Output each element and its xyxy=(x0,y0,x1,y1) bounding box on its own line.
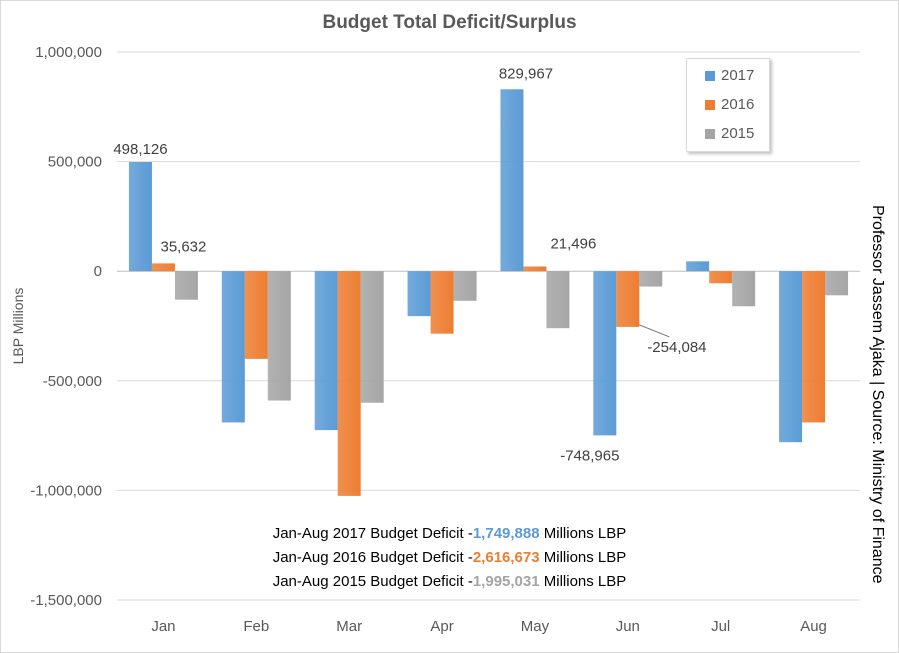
y-tick-label: 1,000,000 xyxy=(35,44,102,61)
bar-2016-mar xyxy=(337,271,361,496)
y-tick-label: -1,000,000 xyxy=(30,482,102,499)
legend-label: 2017 xyxy=(721,67,755,84)
bar-2015-feb xyxy=(267,271,291,401)
legend-swatch xyxy=(705,70,715,81)
data-label: -748,965 xyxy=(560,447,619,464)
note-2016: Jan-Aug 2016 Budget Deficit -2,616,673 M… xyxy=(0,546,899,570)
bar-2015-may xyxy=(546,271,570,329)
bar-2017-apr xyxy=(407,271,431,317)
bar-2015-jun xyxy=(639,271,663,287)
bar-2016-apr xyxy=(430,271,454,334)
note-2017: Jan-Aug 2017 Budget Deficit -1,749,888 M… xyxy=(0,522,899,546)
y-tick-label: 500,000 xyxy=(48,154,102,171)
data-label: 498,126 xyxy=(113,141,167,158)
x-tick-label: Jan xyxy=(151,618,175,635)
note-value: 1,995,031 xyxy=(472,573,540,590)
bar-2015-jan xyxy=(174,271,198,300)
note-prefix: Jan-Aug 2016 Budget Deficit - xyxy=(272,549,473,566)
data-label: 829,967 xyxy=(499,65,553,82)
bar-2016-jan xyxy=(151,263,175,272)
note-value: 2,616,673 xyxy=(472,549,540,566)
bar-2017-aug xyxy=(779,271,803,443)
bar-2016-feb xyxy=(244,271,268,359)
legend-item-2017: 2017 xyxy=(705,67,754,84)
bar-2016-aug xyxy=(802,271,826,423)
bar-2017-mar xyxy=(314,271,338,431)
data-label: -254,084 xyxy=(647,339,706,356)
bar-2017-jul xyxy=(686,261,710,272)
bar-2016-jun xyxy=(616,271,640,327)
leader-line xyxy=(639,324,670,338)
note-suffix: Millions LBP xyxy=(539,573,627,590)
legend-swatch xyxy=(705,128,715,139)
bar-2017-jan xyxy=(128,162,152,272)
bar-2017-jun xyxy=(593,271,617,436)
chart-title: Budget Total Deficit/Surplus xyxy=(322,12,577,33)
bar-2016-jul xyxy=(709,271,733,284)
x-tick-label: Aug xyxy=(800,618,827,635)
note-prefix: Jan-Aug 2017 Budget Deficit - xyxy=(272,525,473,542)
legend: 2017 2016 2015 xyxy=(686,58,770,152)
legend-label: 2015 xyxy=(721,125,755,142)
deficit-notes: Jan-Aug 2017 Budget Deficit -1,749,888 M… xyxy=(0,522,899,594)
bar-2017-may xyxy=(500,89,524,272)
bar-2017-feb xyxy=(221,271,245,423)
bar-2015-apr xyxy=(453,271,477,301)
x-tick-label: Mar xyxy=(336,618,362,635)
y-tick-label: -500,000 xyxy=(43,373,102,390)
note-2015: Jan-Aug 2015 Budget Deficit -1,995,031 M… xyxy=(0,570,899,594)
note-value: 1,749,888 xyxy=(472,525,540,542)
x-tick-label: Jul xyxy=(711,618,730,635)
bar-2016-may xyxy=(523,266,547,272)
bar-2015-aug xyxy=(825,271,849,296)
legend-item-2016: 2016 xyxy=(705,96,754,113)
data-label: 21,496 xyxy=(550,235,596,252)
note-prefix: Jan-Aug 2015 Budget Deficit - xyxy=(272,573,473,590)
x-tick-label: May xyxy=(521,618,550,635)
legend-swatch xyxy=(705,99,715,110)
x-tick-label: Feb xyxy=(243,618,269,635)
data-label: 35,632 xyxy=(160,238,206,255)
x-tick-label: Jun xyxy=(616,618,640,635)
legend-label: 2016 xyxy=(721,96,755,113)
note-suffix: Millions LBP xyxy=(539,549,627,566)
note-suffix: Millions LBP xyxy=(539,525,627,542)
bar-2015-mar xyxy=(360,271,384,403)
y-tick-label: 0 xyxy=(94,263,102,280)
x-tick-label: Apr xyxy=(430,618,453,635)
legend-item-2015: 2015 xyxy=(705,125,754,142)
bar-2015-jul xyxy=(732,271,756,307)
y-tick-label: -1,500,000 xyxy=(30,592,102,609)
